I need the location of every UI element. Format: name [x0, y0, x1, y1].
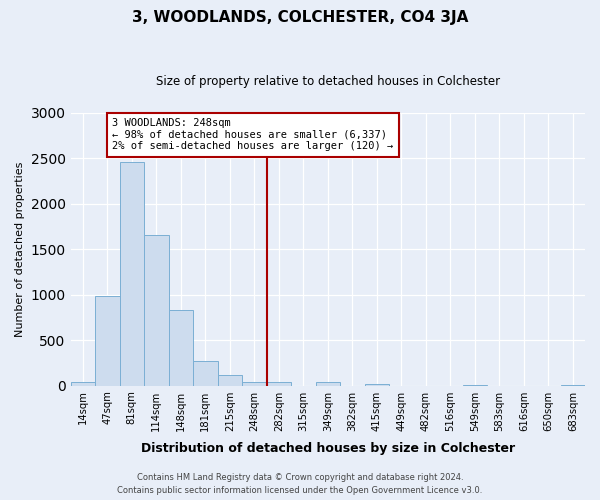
Bar — [463, 384, 487, 386]
Text: Contains HM Land Registry data © Crown copyright and database right 2024.
Contai: Contains HM Land Registry data © Crown c… — [118, 474, 482, 495]
Bar — [316, 382, 340, 386]
Bar — [266, 382, 291, 386]
Y-axis label: Number of detached properties: Number of detached properties — [15, 162, 25, 337]
X-axis label: Distribution of detached houses by size in Colchester: Distribution of detached houses by size … — [141, 442, 515, 455]
Bar — [119, 162, 144, 386]
Bar — [242, 382, 266, 386]
Bar — [144, 234, 169, 386]
Bar — [95, 296, 119, 386]
Bar — [218, 374, 242, 386]
Bar — [365, 384, 389, 386]
Bar — [71, 382, 95, 386]
Title: Size of property relative to detached houses in Colchester: Size of property relative to detached ho… — [156, 75, 500, 88]
Text: 3, WOODLANDS, COLCHESTER, CO4 3JA: 3, WOODLANDS, COLCHESTER, CO4 3JA — [132, 10, 468, 25]
Bar — [193, 361, 218, 386]
Bar — [169, 310, 193, 386]
Text: 3 WOODLANDS: 248sqm
← 98% of detached houses are smaller (6,337)
2% of semi-deta: 3 WOODLANDS: 248sqm ← 98% of detached ho… — [112, 118, 394, 152]
